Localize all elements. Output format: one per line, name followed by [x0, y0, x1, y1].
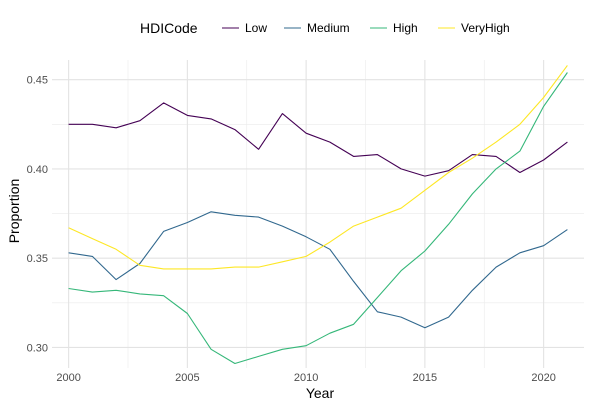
legend-label-high: High — [393, 21, 418, 35]
x-tick-label: 2020 — [531, 372, 555, 384]
plot-panel — [52, 60, 584, 368]
y-tick-label: 0.40 — [27, 164, 48, 176]
y-axis: 0.30 0.35 0.40 0.45 — [27, 75, 48, 355]
y-axis-title: Proportion — [6, 179, 22, 244]
legend: HDICode Low Medium High VeryHigh — [140, 20, 510, 36]
y-tick-label: 0.35 — [27, 253, 48, 265]
legend-label-low: Low — [245, 21, 267, 35]
series-line-veryhigh — [68, 65, 568, 270]
x-tick-label: 2000 — [56, 372, 80, 384]
legend-label-veryhigh: VeryHigh — [461, 21, 510, 35]
legend-label-medium: Medium — [307, 21, 350, 35]
series-line-high — [68, 72, 568, 365]
x-tick-label: 2010 — [294, 372, 318, 384]
x-axis-title: Year — [306, 385, 335, 401]
legend-title: HDICode — [140, 20, 198, 36]
series-line-medium — [68, 211, 568, 329]
x-tick-label: 2015 — [413, 372, 437, 384]
y-tick-label: 0.30 — [27, 342, 48, 354]
y-tick-label: 0.45 — [27, 75, 48, 87]
x-tick-label: 2005 — [175, 372, 199, 384]
x-axis: 2000 2005 2010 2015 2020 — [56, 372, 555, 384]
series-line-low — [68, 102, 568, 177]
